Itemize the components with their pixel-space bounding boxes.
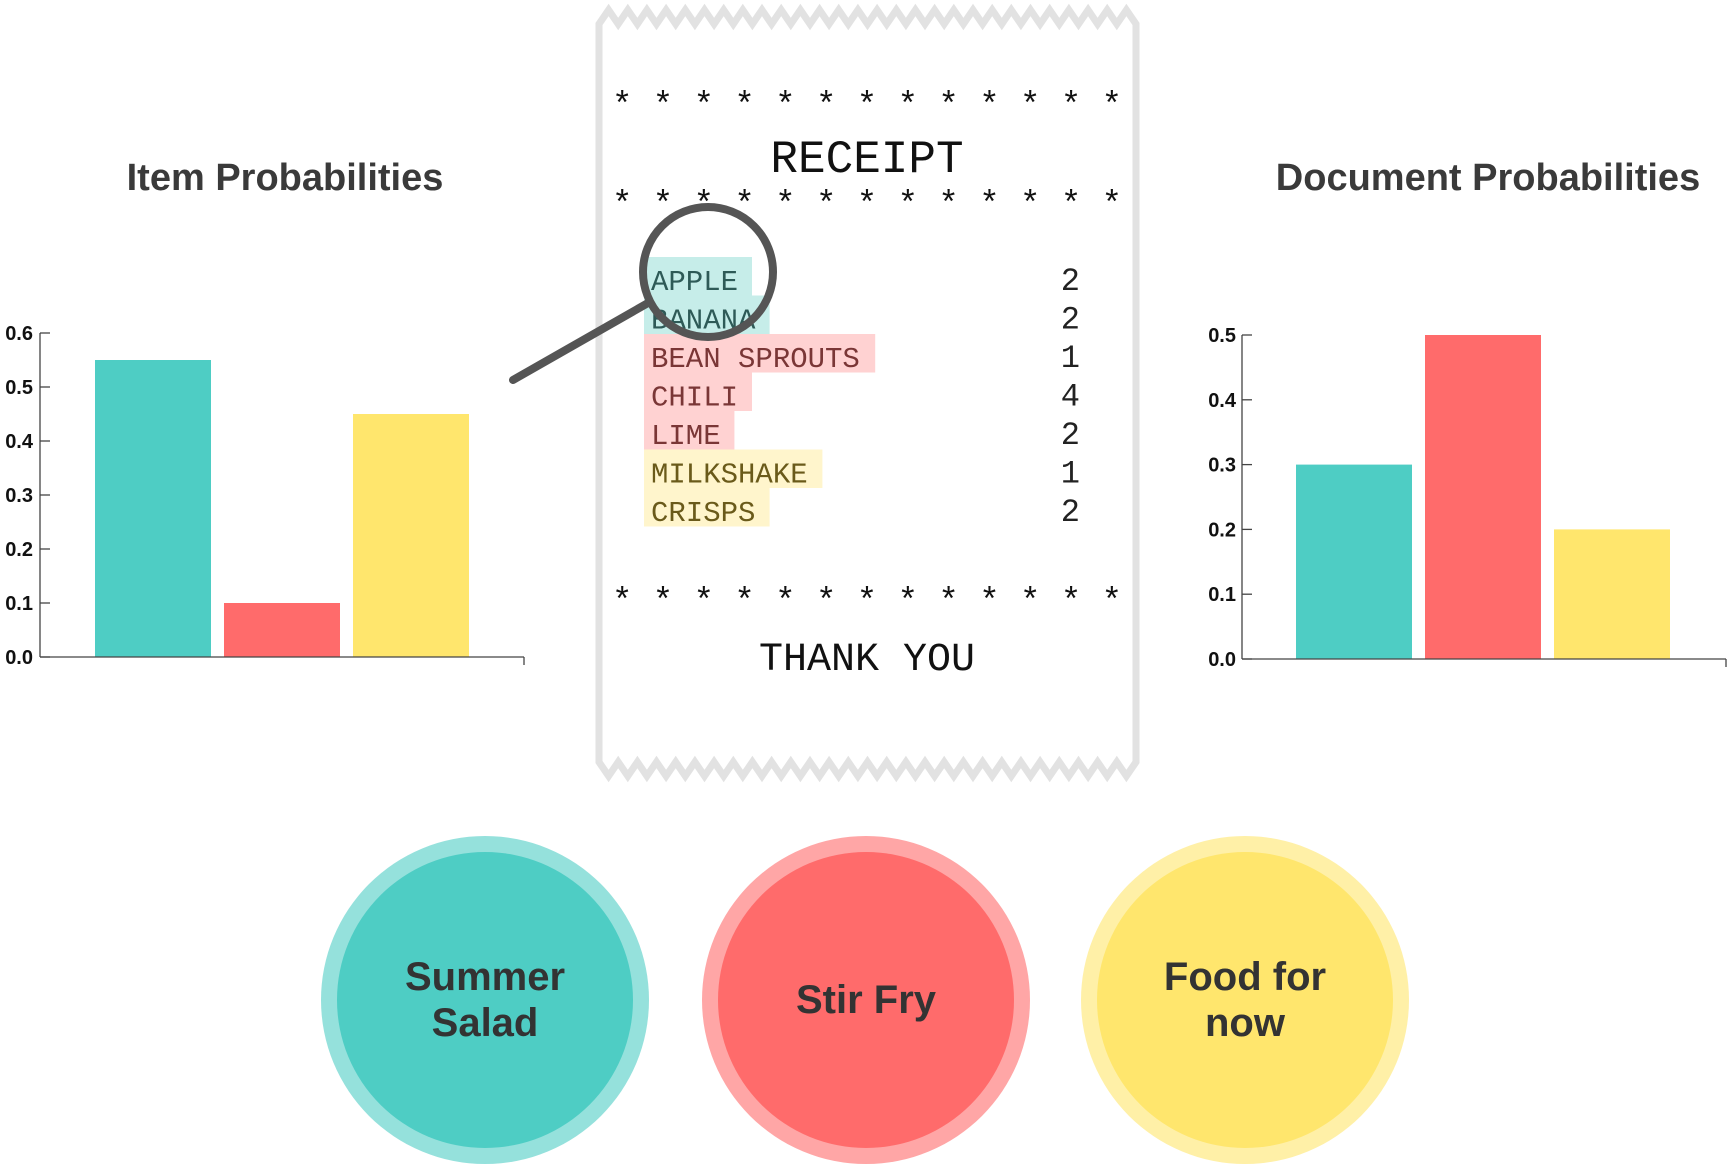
- item-probabilities-y-tick-label: 0.5: [5, 377, 33, 399]
- receipt-item-qty: 1: [1061, 340, 1080, 377]
- receipt-item-qty: 2: [1061, 263, 1080, 300]
- receipt-item-highlights: [644, 257, 876, 527]
- item-probabilities-y-tick-label: 0.1: [5, 593, 33, 615]
- item-probabilities-y-tick-label: 0.2: [5, 539, 33, 561]
- item-probabilities-title: Item Probabilities: [127, 157, 444, 199]
- receipt-item-qty: 2: [1061, 302, 1080, 339]
- topic-circle: [718, 852, 1014, 1148]
- magnifier-lens: [639, 203, 777, 341]
- topic-label: now: [1205, 1001, 1286, 1045]
- topic-label: Food for: [1164, 955, 1326, 999]
- topic-label: Salad: [432, 1001, 539, 1045]
- receipt-item-highlight: [644, 334, 876, 373]
- item-probabilities-bar-1: [95, 360, 211, 657]
- document-probabilities-bar-1: [1296, 464, 1412, 659]
- receipt-item-qty: 4: [1061, 379, 1080, 416]
- magnifier-handle: [509, 299, 652, 384]
- magnifying-glass-icon: [509, 203, 777, 384]
- receipt-item-highlight: [644, 257, 752, 296]
- receipt-stars-bottom: * * * * * * * * * * * * *: [612, 584, 1122, 622]
- receipt-outline: [595, 3, 1140, 783]
- item-probabilities-y-tick-label: 0.4: [5, 431, 34, 453]
- receipt-item-name: MILKSHAKE: [651, 459, 808, 492]
- topic-circle: [337, 852, 633, 1148]
- document-probabilities-bar-2: [1425, 335, 1541, 659]
- document-probabilities-y-tick-label: 0.5: [1208, 325, 1236, 347]
- receipt-item-qty: 2: [1061, 417, 1080, 454]
- receipt-item-qty: 2: [1061, 494, 1080, 531]
- document-probabilities-y-tick-label: 0.0: [1208, 649, 1236, 671]
- document-probabilities-y-tick-label: 0.3: [1208, 455, 1236, 477]
- receipt: * * * * * * * * * * * * * RECEIPT * * * …: [595, 3, 1140, 783]
- topic-circle: [1097, 852, 1393, 1148]
- document-probabilities-y-tick-label: 0.1: [1208, 584, 1236, 606]
- receipt-title: RECEIPT: [770, 134, 963, 186]
- item-probabilities-bar-2: [224, 603, 340, 657]
- receipt-item-name: APPLE: [651, 266, 738, 299]
- receipt-item-name: BEAN SPROUTS: [651, 343, 860, 376]
- topic-label: Summer: [405, 955, 565, 999]
- receipt-item-name: LIME: [651, 420, 721, 453]
- item-probabilities-y-tick-label: 0.3: [5, 485, 33, 507]
- receipt-item-name: CHILI: [651, 382, 738, 415]
- receipt-stars-top: * * * * * * * * * * * * *: [612, 88, 1122, 126]
- document-probabilities-chart: Document Probabilities 0.0 0.1 0.2 0.3 0.4 0.…: [1208, 157, 1727, 671]
- receipt-item-highlight: [644, 449, 823, 488]
- receipt-footer: THANK YOU: [759, 638, 975, 683]
- document-probabilities-y-tick-label: 0.2: [1208, 519, 1236, 541]
- item-probabilities-y-tick-label: 0.0: [5, 647, 33, 669]
- receipt-item-qty: 1: [1061, 456, 1080, 493]
- receipt-item-name: CRISPS: [651, 497, 755, 530]
- item-probabilities-chart: Item Probabilities 0.0 0.1 0.2 0.3 0.4 0.5 0.6: [5, 157, 525, 669]
- document-probabilities-y-tick-label: 0.4: [1208, 390, 1237, 412]
- item-probabilities-bar-3: [353, 414, 469, 657]
- receipt-item-highlight: [644, 372, 752, 411]
- document-probabilities-title: Document Probabilities: [1276, 157, 1700, 199]
- document-probabilities-bar-3: [1554, 529, 1670, 659]
- receipt-item-highlight: [644, 411, 735, 450]
- topic-stir-fry: Stir Fry: [702, 836, 1030, 1164]
- receipt-item-highlight: [644, 488, 770, 527]
- topic-label: Stir Fry: [796, 978, 937, 1022]
- item-probabilities-y-tick-label: 0.6: [5, 323, 33, 345]
